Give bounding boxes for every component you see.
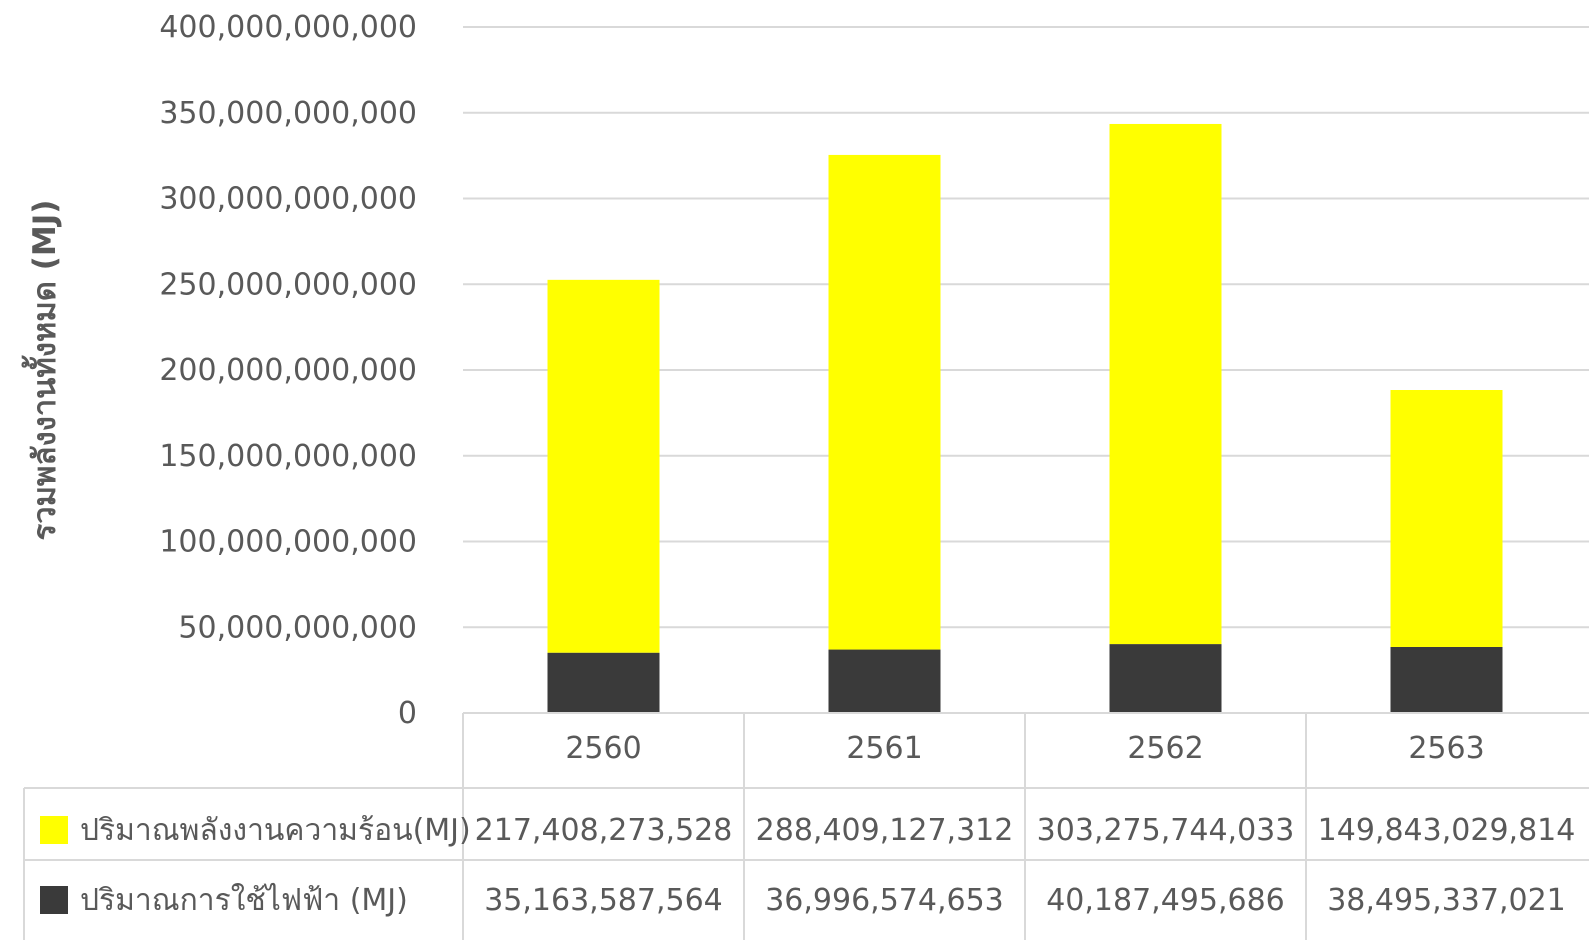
data-table: 2560 2561 2562 2563 ปริมาณพลังงานความร้อน(MJ… — [23, 712, 1589, 940]
x-category-label: 2561 — [846, 731, 922, 766]
x-category-label: 2562 — [1127, 731, 1203, 766]
legend-swatch — [40, 816, 68, 844]
x-category-label: 2563 — [1408, 731, 1484, 766]
y-tick-label: 400,000,000,000 — [159, 10, 417, 45]
legend-series-name: ปริมาณพลังงานความร้อน(MJ) — [80, 813, 471, 848]
table-cell-value: 303,275,744,033 — [1037, 813, 1295, 848]
y-tick-label: 150,000,000,000 — [159, 439, 417, 474]
y-tick-label: 100,000,000,000 — [159, 525, 417, 560]
y-tick-label: 0 — [398, 696, 417, 731]
bar-segment-electricity-2563 — [1390, 646, 1503, 713]
y-tick-label: 350,000,000,000 — [159, 96, 417, 131]
y-tick-label: 50,000,000,000 — [178, 610, 417, 645]
table-cell-value: 36,996,574,653 — [765, 883, 1004, 918]
y-tick-label: 300,000,000,000 — [159, 182, 417, 217]
bar-segment-heat-2561 — [828, 154, 941, 650]
bar-segment-electricity-2560 — [547, 652, 660, 713]
table-cell-value: 40,187,495,686 — [1046, 883, 1285, 918]
table-cell-value: 217,408,273,528 — [475, 813, 733, 848]
bar-segment-electricity-2561 — [828, 649, 941, 713]
legend-series-name: ปริมาณการใช้ไฟฟ้า (MJ) — [80, 882, 408, 918]
y-tick-label: 200,000,000,000 — [159, 353, 417, 388]
bar-segment-heat-2563 — [1390, 389, 1503, 647]
y-axis-tick-labels: 0 50,000,000,000 100,000,000,000 150,000,00… — [159, 10, 417, 731]
legend-swatch — [40, 886, 68, 914]
y-tick-label: 250,000,000,000 — [159, 267, 417, 302]
y-axis-label: รวมพลังงานทั้งหมด (MJ) — [21, 200, 63, 541]
bars — [547, 123, 1503, 713]
table-cell-value: 38,495,337,021 — [1327, 883, 1566, 918]
table-cell-value: 288,409,127,312 — [756, 813, 1014, 848]
table-cell-value: 149,843,029,814 — [1318, 813, 1576, 848]
bar-segment-electricity-2562 — [1109, 644, 1222, 713]
table-cell-value: 35,163,587,564 — [484, 883, 723, 918]
bar-segment-heat-2562 — [1109, 123, 1222, 645]
bar-segment-heat-2560 — [547, 279, 660, 653]
x-category-label: 2560 — [565, 731, 641, 766]
